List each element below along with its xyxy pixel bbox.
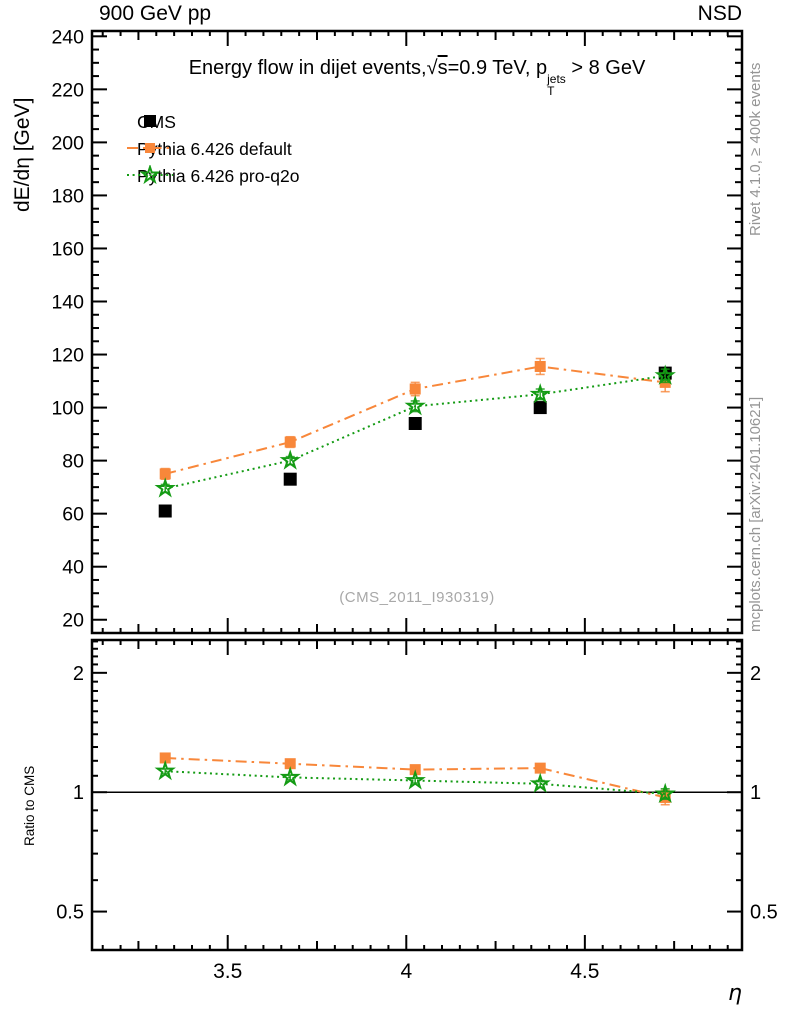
legend-label-pythia-proq2o: Pythia 6.426 pro-q2o bbox=[137, 165, 300, 186]
sqrt-icon: √ bbox=[426, 57, 438, 79]
svg-text:0.5: 0.5 bbox=[56, 902, 84, 924]
legend-item-cms: CMS bbox=[125, 111, 176, 133]
svg-text:0.5: 0.5 bbox=[750, 902, 778, 924]
svg-text:2: 2 bbox=[750, 663, 761, 685]
analysis-id-watermark: (CMS_2011_I930319) bbox=[339, 589, 495, 606]
svg-text:1: 1 bbox=[750, 782, 761, 804]
y-tick-labels: 20 40 60 80 100 120 140 160 180 200 220 240 bbox=[51, 26, 84, 631]
y-tick-labels: 0.5 0.5 1 1 2 2 bbox=[56, 663, 778, 924]
legend-label-pythia-default: Pythia 6.426 default bbox=[137, 138, 292, 159]
series-pythia-6-426-pro-q2o bbox=[154, 364, 676, 498]
y-axis-title: dE/dη [GeV] bbox=[11, 97, 34, 212]
ratio-panel: 0.5 0.5 1 1 2 2 3.5 4 4.5 bbox=[56, 638, 778, 983]
pt-superscript: jets bbox=[547, 72, 566, 86]
legend-item-pythia-default: Pythia 6.426 default bbox=[125, 138, 292, 160]
svg-text:140: 140 bbox=[51, 292, 84, 314]
sqrt-argument: s bbox=[437, 57, 448, 79]
svg-text:120: 120 bbox=[51, 345, 84, 367]
y-ticks bbox=[92, 35, 742, 621]
mcplots-credit-text: mcplots.cern.ch [arXiv:2401.10621] bbox=[747, 396, 764, 632]
panel-frame bbox=[90, 638, 744, 952]
title-prefix: Energy flow in dijet events, bbox=[188, 57, 427, 79]
series-pythia-6-426-pro-q2o bbox=[154, 759, 676, 804]
rivet-version-text: Rivet 4.1.0, ≥ 400k events bbox=[747, 62, 764, 236]
pt-subscript: T bbox=[547, 84, 555, 98]
title-mid: =0.9 TeV, bbox=[447, 57, 536, 79]
x-tick-labels: 3.5 4 4.5 bbox=[213, 960, 599, 983]
svg-text:1: 1 bbox=[73, 782, 84, 804]
panel-frame bbox=[90, 29, 744, 635]
svg-text:40: 40 bbox=[62, 557, 84, 579]
beam-energy-label: 900 GeV pp bbox=[99, 2, 212, 25]
legend-item-pythia-proq2o: Pythia 6.426 pro-q2o bbox=[125, 165, 299, 187]
series-pythia-6-426-default bbox=[159, 357, 671, 480]
svg-text:200: 200 bbox=[51, 132, 84, 154]
x-axis-title: η bbox=[728, 981, 742, 1006]
svg-text:60: 60 bbox=[62, 504, 84, 526]
main-panel: 20 40 60 80 100 120 140 160 180 200 220 240 bbox=[51, 26, 744, 635]
title-suffix: > 8 GeV bbox=[565, 57, 646, 79]
x-ticks bbox=[101, 31, 729, 633]
svg-text:180: 180 bbox=[51, 185, 84, 207]
svg-text:2: 2 bbox=[73, 663, 84, 685]
svg-text:20: 20 bbox=[62, 610, 84, 632]
svg-text:3.5: 3.5 bbox=[213, 960, 242, 983]
svg-text:80: 80 bbox=[62, 451, 84, 473]
svg-text:240: 240 bbox=[51, 26, 84, 48]
pt-symbol: p bbox=[536, 57, 548, 79]
svg-text:220: 220 bbox=[51, 79, 84, 101]
svg-text:4: 4 bbox=[400, 960, 412, 983]
x-ticks bbox=[101, 640, 729, 950]
svg-text:100: 100 bbox=[51, 398, 84, 420]
pythia-proq2o-marker-icon bbox=[127, 165, 173, 185]
plot-title: Energy flow in dijet events,√s=0.9 TeV, … bbox=[92, 57, 742, 97]
svg-text:160: 160 bbox=[51, 238, 84, 260]
event-class-label: NSD bbox=[697, 2, 742, 25]
ratio-axis-title: Ratio to CMS bbox=[22, 765, 37, 846]
pythia-default-marker-icon bbox=[127, 143, 173, 153]
pt-superscript-subscript: jets T bbox=[547, 73, 566, 97]
svg-text:4.5: 4.5 bbox=[570, 960, 599, 983]
cms-marker-icon bbox=[144, 115, 156, 127]
